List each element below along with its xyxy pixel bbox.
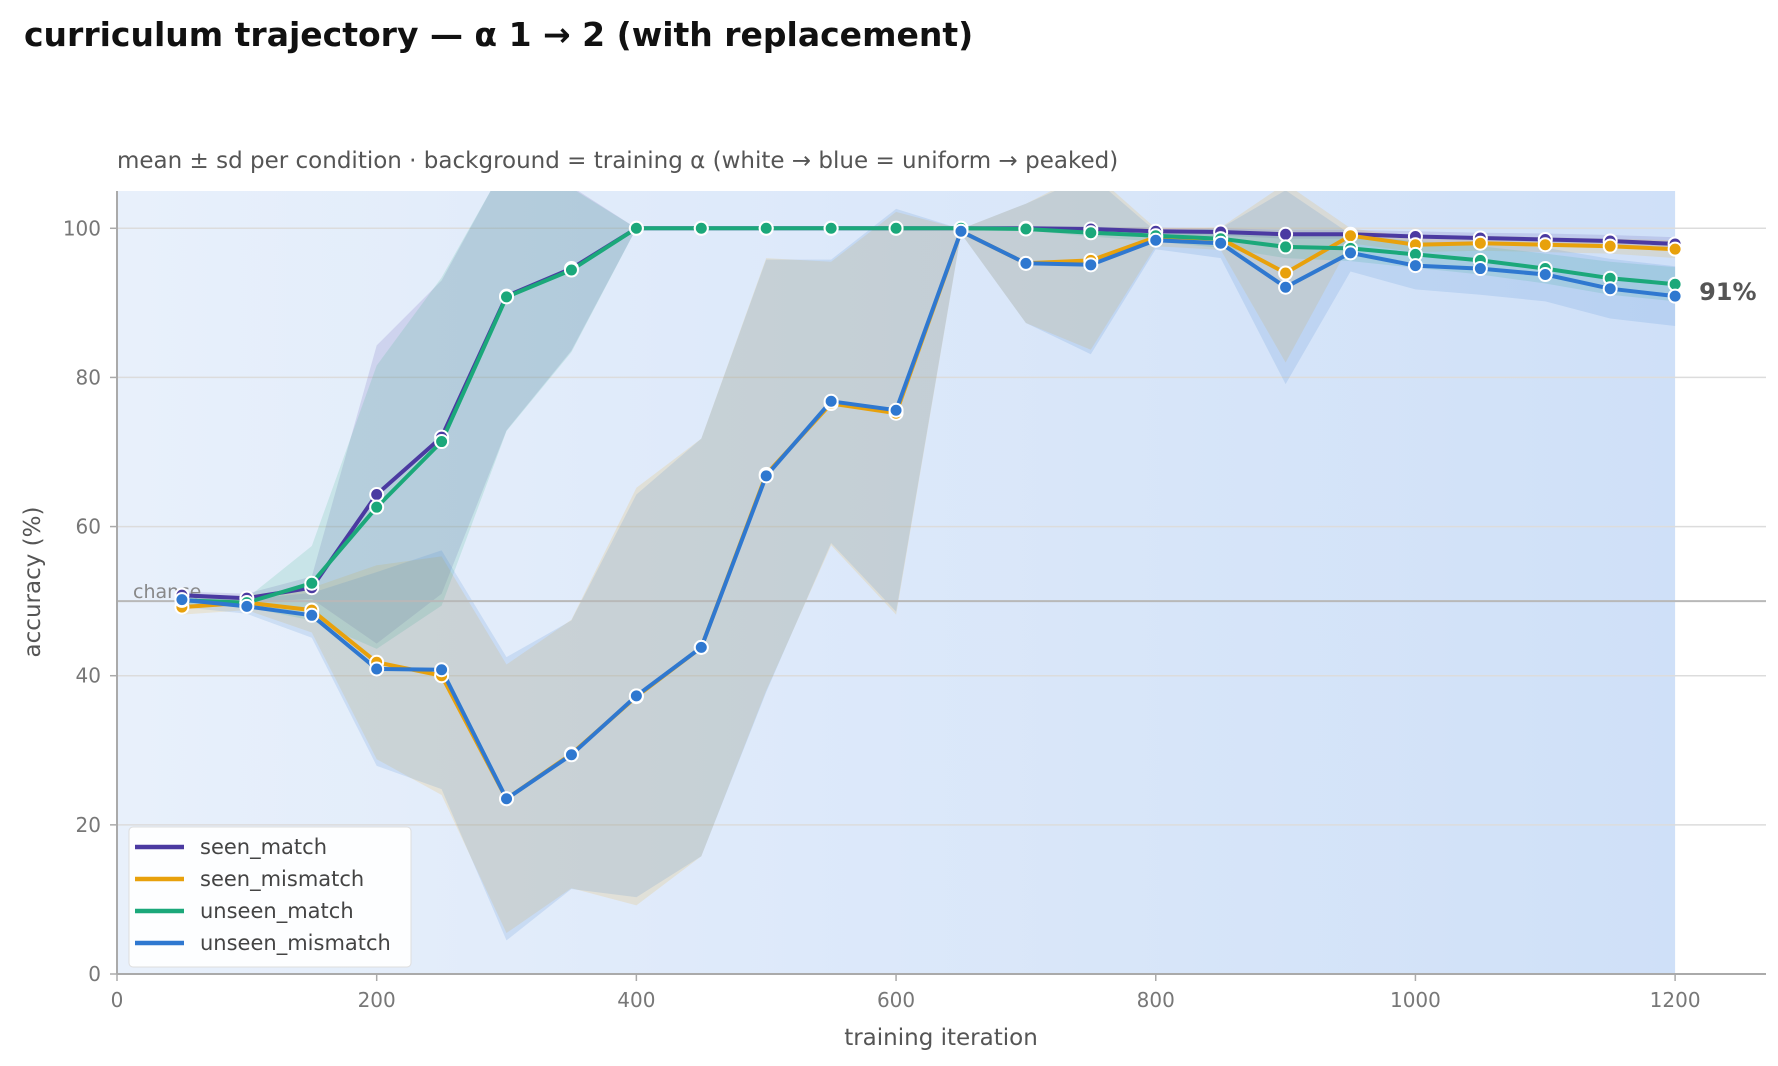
y-ticks: 0 20 40 60 80 100 [63, 216, 117, 986]
point-unseen_mismatch [1407, 258, 1423, 274]
point-unseen_mismatch [1213, 235, 1229, 251]
chart-subtitle: mean ± sd per condition · background = t… [117, 148, 1118, 174]
y-tick-label: 100 [63, 216, 101, 240]
point-unseen_mismatch [1083, 257, 1099, 273]
point-seen_mismatch [1278, 265, 1294, 281]
point-seen_mismatch [1537, 237, 1553, 253]
y-tick-label: 0 [88, 962, 101, 986]
point-unseen_mismatch [239, 598, 255, 614]
sd-bands [181, 191, 1676, 941]
x-tick-label: 1200 [1650, 988, 1701, 1012]
point-unseen_match [369, 499, 385, 515]
point-unseen_mismatch [628, 688, 644, 704]
sd-band-unseen_match [181, 191, 1676, 649]
point-unseen_mismatch [1148, 232, 1164, 248]
y-tick-label: 60 [76, 515, 101, 539]
point-unseen_match [499, 289, 515, 305]
x-tick-label: 0 [111, 988, 124, 1012]
series-lines [181, 226, 1676, 801]
y-axis-label: accuracy (%) [20, 507, 46, 658]
point-unseen_match [434, 434, 450, 450]
point-seen_mismatch [1667, 241, 1683, 257]
point-unseen_mismatch [304, 607, 320, 623]
sd-band-seen_match [181, 191, 1676, 644]
legend-label-seen_mismatch: seen_mismatch [200, 867, 364, 892]
point-unseen_match [1083, 225, 1099, 241]
sd-band-seen_mismatch [181, 191, 1676, 933]
point-unseen_mismatch [1537, 267, 1553, 283]
axes [116, 191, 1766, 975]
point-unseen_match [758, 220, 774, 236]
point-unseen_match [888, 220, 904, 236]
point-unseen_mismatch [758, 468, 774, 484]
point-unseen_match [823, 220, 839, 236]
end-value-label: 91% [1699, 278, 1756, 306]
point-unseen_match [304, 575, 320, 591]
y-tick-label: 20 [76, 813, 101, 837]
point-unseen_mismatch [1472, 261, 1488, 277]
x-tick-label: 200 [358, 988, 396, 1012]
x-ticks: 0 200 400 600 800 1000 1200 [111, 974, 1701, 1012]
series-points [174, 220, 1683, 807]
point-unseen_mismatch [563, 747, 579, 763]
point-unseen_mismatch [823, 393, 839, 409]
point-unseen_match [628, 220, 644, 236]
point-seen_match [369, 487, 385, 503]
point-seen_match [1278, 226, 1294, 242]
series-line-unseen_match [181, 226, 1676, 605]
grid [117, 227, 1766, 826]
point-unseen_match [1018, 221, 1034, 237]
point-unseen_match [563, 262, 579, 278]
point-unseen_mismatch [369, 661, 385, 677]
point-unseen_mismatch [1667, 288, 1683, 304]
point-unseen_match [1278, 239, 1294, 255]
y-tick-label: 40 [76, 664, 101, 688]
point-unseen_mismatch [1278, 279, 1294, 295]
point-unseen_mismatch [888, 402, 904, 418]
y-tick-label: 80 [76, 365, 101, 389]
x-tick-label: 600 [877, 988, 915, 1012]
legend: seen_match seen_mismatch unseen_matchunsee… [128, 826, 412, 968]
legend-label-unseen_match: unseen_match [200, 899, 354, 924]
point-unseen_mismatch [499, 791, 515, 807]
point-seen_mismatch [1343, 228, 1359, 244]
point-unseen_mismatch [1602, 281, 1618, 297]
x-tick-label: 800 [1137, 988, 1175, 1012]
legend-box [128, 826, 412, 968]
legend-label-seen_match: seen_match [200, 835, 327, 860]
x-tick-label: 400 [617, 988, 655, 1012]
point-unseen_mismatch [434, 662, 450, 678]
point-unseen_mismatch [953, 223, 969, 239]
chart-title: curriculum trajectory — α 1 → 2 (with re… [24, 15, 973, 54]
point-unseen_mismatch [1343, 245, 1359, 261]
point-unseen_match [693, 220, 709, 236]
point-unseen_mismatch [174, 592, 190, 608]
x-axis-label: training iteration [844, 1025, 1038, 1051]
series-line-unseen_mismatch [181, 229, 1676, 801]
point-unseen_mismatch [693, 639, 709, 655]
point-unseen_mismatch [1018, 255, 1034, 271]
point-seen_mismatch [1472, 235, 1488, 251]
x-tick-label: 1000 [1390, 988, 1441, 1012]
sd-band-unseen_mismatch [181, 191, 1676, 941]
legend-label-unseen_mismatch: unseen_mismatch [200, 931, 391, 956]
point-seen_mismatch [1602, 238, 1618, 254]
